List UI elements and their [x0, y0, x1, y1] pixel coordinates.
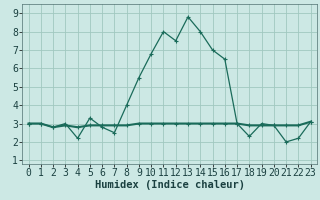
X-axis label: Humidex (Indice chaleur): Humidex (Indice chaleur): [95, 180, 244, 190]
